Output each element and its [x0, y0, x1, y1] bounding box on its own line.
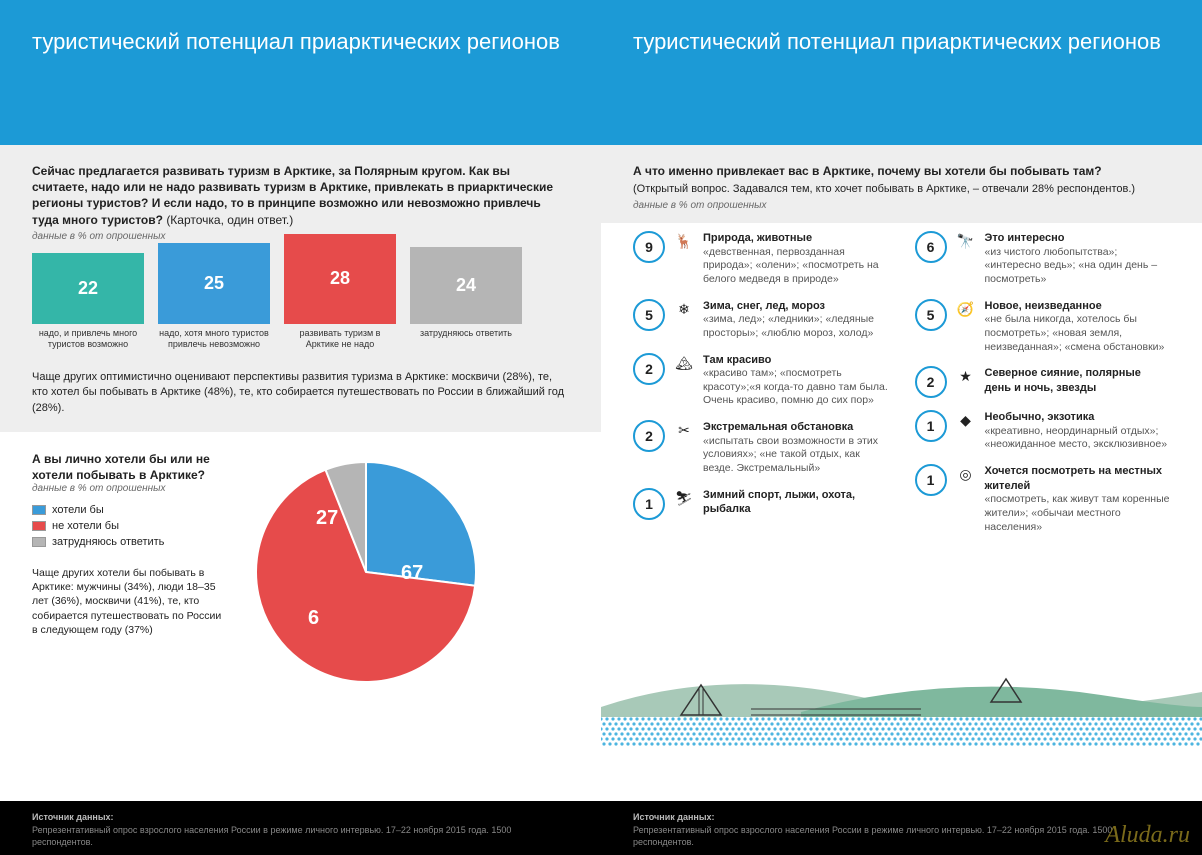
pie-left-col: А вы лично хотели бы или не хотели побыв… — [32, 452, 222, 692]
legend-swatch-2 — [32, 537, 46, 547]
reason-badge: 5 — [915, 299, 947, 331]
legend-swatch-1 — [32, 521, 46, 531]
watermark: Aluda.ru — [1105, 822, 1190, 849]
reason-item: 9 🦌 Природа, животные«девственная, первозд… — [633, 231, 889, 287]
bar-col-0: 22 надо, и привлечь много туристов возмож… — [32, 253, 144, 356]
bar-3: 24 — [410, 247, 522, 324]
qr-hint: (Открытый вопрос. Задавался тем, кто хоч… — [633, 182, 1170, 197]
bar-2: 28 — [284, 234, 396, 324]
reason-text: Необычно, экзотика«креативно, неординарн… — [985, 410, 1171, 452]
bar-1: 25 — [158, 243, 270, 323]
footer-text: Репрезентативный опрос взрослого населен… — [32, 825, 511, 848]
footer-label-r: Источник данных: — [633, 812, 715, 822]
bar-label-1: надо, хотя много туристов привлечь невоз… — [158, 328, 270, 356]
reason-icon: 🔭 — [957, 233, 975, 250]
reason-text: Зимний спорт, лыжи, охота, рыбалка — [703, 488, 889, 517]
reason-item: 5 🧭 Новое, неизведанное«не была никогда, х… — [915, 299, 1171, 355]
reasons-col-2: 6 🔭 Это интересно«из чистого любопытства»;… — [915, 231, 1171, 534]
header-title: туристический потенциал приарктических р… — [32, 29, 560, 54]
landscape-illustration — [601, 637, 1202, 747]
reason-text: Это интересно«из чистого любопытства»; «… — [985, 231, 1171, 287]
reason-badge: 5 — [633, 299, 665, 331]
pie-legend: хотели бы не хотели бы затрудняюсь ответит… — [32, 504, 222, 548]
q1-text: Сейчас предлагается развивать туризм в А… — [32, 163, 569, 228]
reason-badge: 2 — [633, 420, 665, 452]
pie-value-2: 6 — [308, 607, 319, 630]
analysis2: Чаще других хотели бы побывать в Арктике… — [32, 566, 222, 637]
reason-item: 1 ⛷ Зимний спорт, лыжи, охота, рыбалка — [633, 488, 889, 520]
reason-icon: ❄ — [675, 301, 693, 318]
footer-label: Источник данных: — [32, 812, 114, 822]
header-right: туристический потенциал приарктических р… — [601, 0, 1202, 145]
qr-note: данные в % от опрошенных — [633, 200, 1170, 211]
bar-label-3: затрудняюсь ответить — [420, 328, 512, 356]
reason-icon: ★ — [957, 368, 975, 385]
header-title-r: туристический потенциал приарктических р… — [633, 29, 1161, 54]
bar-0: 22 — [32, 253, 144, 324]
content-left: Сейчас предлагается развивать туризм в А… — [0, 145, 601, 801]
question-r-box: А что именно привлекает вас в Арктике, п… — [601, 145, 1202, 223]
bar-col-1: 25 надо, хотя много туристов привлечь нев… — [158, 243, 270, 355]
reasons-grid: 9 🦌 Природа, животные«девственная, первозд… — [601, 223, 1202, 534]
reason-icon: 🏔 — [675, 355, 693, 372]
reason-item: 1 ◎ Хочется посмотреть на местных жителей«… — [915, 464, 1171, 534]
reason-badge: 2 — [915, 366, 947, 398]
reason-text: Северное сияние, полярные день и ночь, з… — [985, 366, 1171, 395]
question1-box: Сейчас предлагается развивать туризм в А… — [0, 145, 601, 432]
reason-badge: 9 — [633, 231, 665, 263]
reason-badge: 1 — [915, 410, 947, 442]
reasons-col-1: 9 🦌 Природа, животные«девственная, первозд… — [633, 231, 889, 534]
legend-row-1: не хотели бы — [32, 520, 222, 532]
legend-row-0: хотели бы — [32, 504, 222, 516]
pie-value-0: 27 — [316, 507, 338, 530]
header-left: туристический потенциал приарктических р… — [0, 0, 601, 145]
q2-note: данные в % от опрошенных — [32, 483, 222, 494]
footer-left: Источник данных: Репрезентативный опрос … — [0, 801, 601, 855]
analysis1: Чаще других оптимистично оценивают персп… — [32, 370, 569, 416]
bar-label-2: развивать туризм в Арктике не надо — [284, 328, 396, 356]
reason-item: 2 🏔 Там красиво«красиво там»; «посмотреть … — [633, 353, 889, 409]
legend-label-2: затрудняюсь ответить — [52, 536, 164, 548]
reason-item: 5 ❄ Зима, снег, лед, мороз«зима, лед»; «ле… — [633, 299, 889, 341]
bar-label-0: надо, и привлечь много туристов возможно — [32, 328, 144, 356]
reason-icon: ✂ — [675, 422, 693, 439]
reason-icon: 🦌 — [675, 233, 693, 250]
reason-icon: ◆ — [957, 412, 975, 429]
legend-row-2: затрудняюсь ответить — [32, 536, 222, 548]
pie-chart: 27 67 6 — [246, 452, 486, 692]
reason-icon: ◎ — [957, 466, 975, 483]
bar-col-2: 28 развивать туризм в Арктике не надо — [284, 234, 396, 356]
reason-icon: ⛷ — [675, 490, 693, 507]
bar-chart: 22 надо, и привлечь много туристов возмож… — [32, 256, 569, 356]
q2-text: А вы лично хотели бы или не хотели побыв… — [32, 452, 222, 483]
reason-text: Природа, животные«девственная, первоздан… — [703, 231, 889, 287]
pie-value-1: 67 — [401, 562, 423, 585]
legend-label-0: хотели бы — [52, 504, 104, 516]
reason-item: 2 ✂ Экстремальная обстановка«испытать свои… — [633, 420, 889, 476]
reason-badge: 2 — [633, 353, 665, 385]
bar-col-3: 24 затрудняюсь ответить — [410, 247, 522, 356]
legend-swatch-0 — [32, 505, 46, 515]
reason-text: Там красиво«красиво там»; «посмотреть кр… — [703, 353, 889, 409]
page-left: туристический потенциал приарктических р… — [0, 0, 601, 855]
reason-text: Зима, снег, лед, мороз«зима, лед»; «ледн… — [703, 299, 889, 341]
pie-section: А вы лично хотели бы или не хотели побыв… — [0, 432, 601, 702]
reason-item: 2 ★ Северное сияние, полярные день и ночь,… — [915, 366, 1171, 398]
footer-text-r: Репрезентативный опрос взрослого населен… — [633, 825, 1112, 848]
reason-item: 1 ◆ Необычно, экзотика«креативно, неордина… — [915, 410, 1171, 452]
qr-text: А что именно привлекает вас в Арктике, п… — [633, 163, 1170, 179]
content-right: А что именно привлекает вас в Арктике, п… — [601, 145, 1202, 801]
legend-label-1: не хотели бы — [52, 520, 119, 532]
reason-badge: 6 — [915, 231, 947, 263]
reason-item: 6 🔭 Это интересно«из чистого любопытства»;… — [915, 231, 1171, 287]
page-right: туристический потенциал приарктических р… — [601, 0, 1202, 855]
reason-text: Новое, неизведанное«не была никогда, хот… — [985, 299, 1171, 355]
reason-text: Экстремальная обстановка«испытать свои в… — [703, 420, 889, 476]
reason-badge: 1 — [915, 464, 947, 496]
reason-badge: 1 — [633, 488, 665, 520]
reason-icon: 🧭 — [957, 301, 975, 318]
reason-text: Хочется посмотреть на местных жителей«по… — [985, 464, 1171, 534]
